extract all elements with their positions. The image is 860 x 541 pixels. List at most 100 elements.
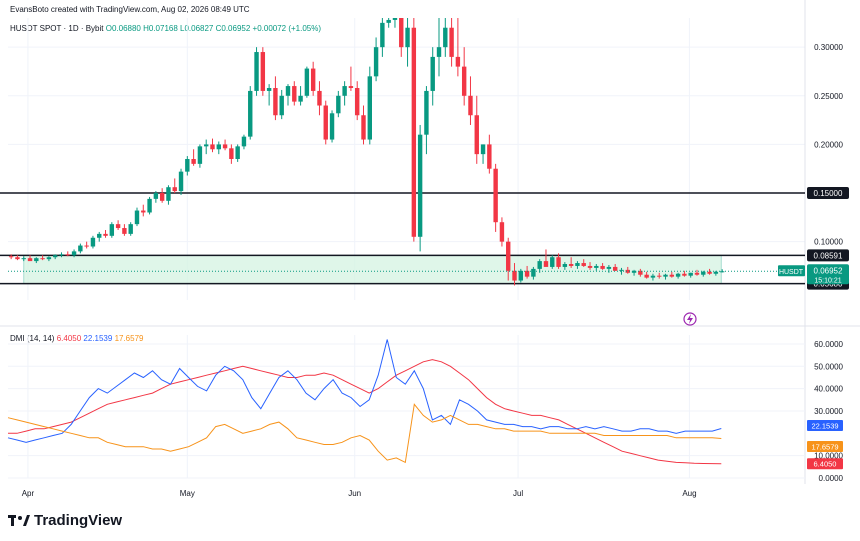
candle-body: [411, 27, 417, 237]
candle-body: [27, 258, 33, 262]
candle-body: [518, 270, 524, 281]
candle-body: [461, 66, 467, 96]
candle-body: [644, 274, 649, 278]
price-tag: [807, 264, 849, 285]
candle-body: [581, 263, 586, 266]
symbol-legend: HUSDT SPOT · 1D · Bybit O0.06880 H0.0716…: [10, 24, 321, 33]
candle-body: [52, 255, 58, 258]
y-tick-label: 0.30000: [814, 43, 843, 52]
candle-body: [386, 19, 391, 23]
dmi-y-tick-label: 60.0000: [814, 340, 843, 349]
candle-body: [279, 95, 284, 116]
dmi-value-tag-label: 6.4050: [814, 460, 837, 469]
candle-body: [606, 266, 612, 269]
x-tick-label: Jul: [513, 489, 523, 498]
candle-body: [657, 275, 662, 277]
candle-body: [241, 136, 247, 147]
candle-body: [430, 56, 435, 91]
candle-body: [480, 144, 486, 155]
candle-body: [248, 90, 253, 137]
candle-body: [436, 47, 442, 57]
candle-body: [455, 56, 461, 67]
dmi-adx-value: 6.4050: [56, 334, 82, 343]
candle-body: [203, 144, 209, 147]
candle-body: [499, 222, 505, 242]
candle-body: [468, 95, 473, 116]
candle-body: [619, 269, 624, 271]
candle-body: [15, 257, 20, 260]
symbol-tag: [778, 265, 805, 277]
candle-body: [701, 271, 706, 275]
candle-body: [329, 113, 335, 140]
brand-name: TradingView: [34, 512, 123, 529]
candle-body: [612, 266, 618, 271]
candle-body: [543, 261, 549, 267]
candle-body: [40, 258, 45, 260]
dmi-y-tick-label: 30.0000: [814, 407, 843, 416]
publisher-credit: EvansBoto created with TradingView.com, …: [10, 5, 250, 14]
candle-body: [254, 52, 259, 91]
price-tag-value: 0.06952: [814, 266, 843, 275]
candle-body: [159, 193, 165, 201]
dmi-line-di: [7, 339, 722, 443]
candle-body: [134, 210, 140, 225]
dmi-name: DMI (14, 14): [10, 334, 55, 343]
candle-body: [153, 193, 159, 199]
candle-body: [141, 210, 146, 213]
candle-body: [556, 257, 561, 267]
candle-body: [424, 90, 429, 135]
dmi-line-adx: [8, 359, 722, 465]
candle-body: [285, 86, 291, 96]
candle-body: [109, 224, 115, 236]
candle-body: [675, 273, 681, 277]
candle-body: [273, 88, 278, 116]
candle-body: [512, 270, 517, 281]
candle-body: [493, 168, 498, 223]
dmi-value-tag-label: 17.6579: [811, 443, 838, 452]
candle-body: [487, 144, 492, 169]
candle-body: [342, 86, 347, 96]
symbol-tag-label: HUSDT: [779, 269, 804, 276]
x-tick-label: May: [180, 489, 195, 498]
price-tag-countdown: 15:10:21: [814, 277, 841, 284]
candle-body: [59, 254, 64, 256]
candle-body: [367, 76, 372, 140]
candle-body: [310, 68, 316, 91]
candle-body: [147, 198, 152, 213]
candle-body: [317, 90, 322, 106]
tradingview-logo-icon: [8, 514, 30, 526]
dmi-line-di: [7, 403, 722, 464]
dmi-y-tick-label: 10.0000: [814, 452, 843, 461]
candle-body: [399, 18, 404, 48]
candle-body: [78, 245, 83, 252]
candle-body: [103, 233, 108, 236]
candle-body: [631, 270, 637, 273]
dmi-y-tick-label: 0.0000: [819, 474, 844, 483]
candle-body: [682, 273, 687, 276]
event-bolt-icon: [683, 312, 697, 326]
candle-body: [65, 254, 70, 256]
candle-body: [8, 256, 14, 258]
candle-body: [443, 27, 448, 48]
level-label: 0.08591: [814, 251, 843, 260]
candle-body: [97, 233, 102, 238]
candle-body: [115, 224, 121, 229]
candle-body: [594, 265, 599, 268]
candle-body: [392, 18, 398, 20]
candle-body: [694, 272, 700, 275]
candle-body: [669, 274, 675, 277]
x-tick-label: Apr: [22, 489, 35, 498]
dmi-plus-value: 22.1539: [83, 334, 113, 343]
candle-body: [216, 144, 221, 150]
candle-body: [688, 272, 693, 276]
y-tick-label: 0.10000: [814, 238, 843, 247]
candle-body: [568, 264, 574, 266]
candle-body: [336, 95, 341, 114]
candle-body: [531, 268, 536, 277]
candle-body: [128, 224, 133, 234]
dmi-value-tag: [807, 458, 843, 470]
candle-body: [355, 88, 360, 116]
candle-body: [361, 115, 366, 140]
candle-body: [449, 27, 454, 57]
